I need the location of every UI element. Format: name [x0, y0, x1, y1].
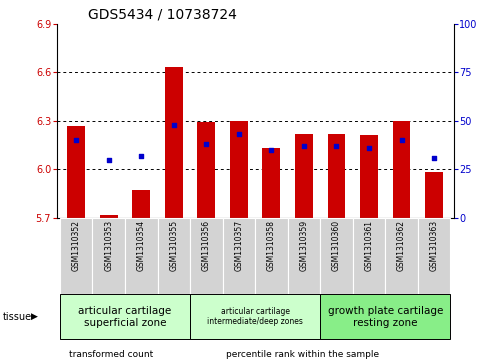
Point: [72, 137, 80, 143]
Bar: [392, 121, 411, 218]
Text: percentile rank within the sample: percentile rank within the sample: [226, 350, 380, 359]
Text: tissue: tissue: [2, 312, 32, 322]
Bar: [327, 134, 346, 218]
Bar: [158, 218, 190, 294]
Point: [138, 153, 145, 159]
Text: growth plate cartilage
resting zone: growth plate cartilage resting zone: [327, 306, 443, 327]
Bar: [385, 218, 418, 294]
Bar: [100, 215, 118, 218]
Bar: [262, 148, 281, 218]
Point: [235, 131, 243, 137]
Point: [203, 141, 211, 147]
Point: [105, 156, 113, 162]
Text: GSM1310359: GSM1310359: [299, 220, 309, 271]
Point: [300, 143, 308, 149]
Bar: [255, 218, 287, 294]
Point: [267, 147, 275, 153]
Bar: [320, 294, 450, 339]
Text: articular cartilage
intermediate/deep zones: articular cartilage intermediate/deep zo…: [207, 307, 303, 326]
Bar: [165, 67, 183, 218]
Text: GSM1310363: GSM1310363: [429, 220, 439, 271]
Bar: [197, 122, 215, 218]
Point: [397, 137, 405, 143]
Bar: [425, 172, 443, 218]
Bar: [125, 218, 158, 294]
Bar: [132, 190, 150, 218]
Point: [170, 122, 178, 127]
Point: [332, 143, 340, 149]
Text: GSM1310357: GSM1310357: [234, 220, 244, 271]
Text: GDS5434 / 10738724: GDS5434 / 10738724: [88, 7, 237, 21]
Text: GSM1310354: GSM1310354: [137, 220, 146, 271]
Point: [365, 145, 373, 151]
Text: transformed count: transformed count: [69, 350, 153, 359]
Bar: [360, 135, 378, 218]
Text: GSM1310353: GSM1310353: [104, 220, 113, 271]
Bar: [295, 134, 313, 218]
Text: GSM1310355: GSM1310355: [169, 220, 178, 271]
Point: [430, 155, 438, 160]
Text: ▶: ▶: [31, 312, 38, 321]
Text: GSM1310361: GSM1310361: [364, 220, 374, 271]
Text: GSM1310358: GSM1310358: [267, 220, 276, 271]
Bar: [287, 218, 320, 294]
Bar: [190, 218, 223, 294]
Text: GSM1310362: GSM1310362: [397, 220, 406, 271]
Bar: [230, 121, 248, 218]
Bar: [418, 218, 450, 294]
Bar: [190, 294, 320, 339]
Bar: [67, 126, 85, 218]
Text: GSM1310356: GSM1310356: [202, 220, 211, 271]
Bar: [223, 218, 255, 294]
Bar: [320, 218, 352, 294]
Text: articular cartilage
superficial zone: articular cartilage superficial zone: [78, 306, 172, 327]
Text: GSM1310352: GSM1310352: [71, 220, 81, 271]
Bar: [93, 218, 125, 294]
Bar: [352, 218, 385, 294]
Bar: [60, 218, 93, 294]
Text: GSM1310360: GSM1310360: [332, 220, 341, 271]
Bar: [60, 294, 190, 339]
